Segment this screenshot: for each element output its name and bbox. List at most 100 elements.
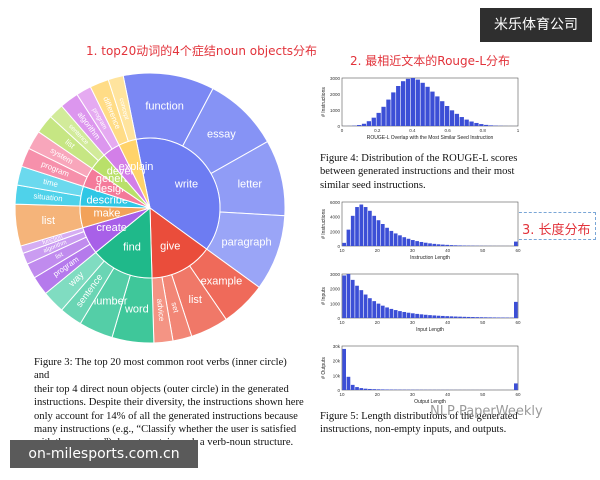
brand-badge: 米乐体育公司 — [480, 8, 592, 42]
histogram-bar — [389, 308, 394, 318]
caption-line: Figure 5: Length distributions of the ge… — [320, 411, 518, 422]
inner-ring-label: find — [123, 241, 141, 253]
outer-ring-label: word — [124, 304, 149, 316]
histogram-bar — [453, 245, 458, 246]
histogram-bar — [479, 124, 484, 126]
x-tick-label: 40 — [445, 320, 451, 325]
histogram-bar — [350, 279, 355, 318]
caption-line: instructions. Despite their diversity, t… — [34, 397, 304, 409]
histogram-bar — [372, 301, 377, 318]
histogram-bar — [440, 101, 445, 126]
outer-ring-label: situation — [33, 191, 63, 203]
histogram-bar — [410, 240, 415, 246]
histogram-bar — [380, 305, 385, 318]
y-tick-label: 4000 — [330, 215, 341, 220]
input-length-histogram: 0 1000 2000 3000 10 20 30 40 50 60 Input Length # I… — [321, 272, 521, 333]
x-axis-label: Input Length — [416, 327, 444, 333]
histogram-bar — [356, 125, 362, 126]
histogram-bar — [386, 99, 391, 126]
y-tick-label: 1000 — [330, 301, 341, 306]
x-tick-label: 30 — [410, 392, 416, 397]
inner-ring-segment — [95, 206, 153, 279]
annotation-2: 2. 最相近文本的Rouge-L分布 — [350, 54, 511, 68]
histogram-bar — [462, 316, 467, 318]
histogram-bar — [342, 275, 346, 318]
histogram-bar — [406, 312, 411, 318]
watermark: NLP PaperWeekly — [430, 404, 543, 419]
histogram-bar — [359, 290, 364, 318]
histogram-bar — [398, 235, 402, 246]
y-axis-label: # Outputs — [321, 357, 327, 379]
x-tick-label: 0 — [341, 128, 344, 133]
y-tick-label: 1000 — [330, 108, 341, 113]
histogram-bar — [391, 92, 396, 126]
figure-3-caption: Figure 3: The top 20 most common root ve… — [34, 356, 304, 450]
histogram-bar — [410, 78, 416, 126]
y-tick-label: 2000 — [330, 229, 341, 234]
histogram-bar — [441, 244, 445, 246]
x-tick-label: 0.8 — [480, 128, 487, 133]
histogram-bar — [444, 106, 450, 126]
histogram-bar — [342, 348, 346, 390]
y-tick-label: 3000 — [330, 272, 341, 277]
histogram-bar — [514, 301, 518, 318]
y-tick-label: 0 — [337, 244, 340, 249]
histogram-bar — [363, 207, 368, 246]
x-tick-label: 10 — [339, 392, 345, 397]
histogram-bar — [393, 310, 398, 318]
histogram-bar — [366, 121, 372, 126]
histogram-bar — [346, 229, 351, 246]
histogram-bar — [488, 125, 494, 126]
rouge-histogram: 0 1000 2000 3000 0 0.2 0.4 0.6 0.8 1 ROUGE-L Overl… — [321, 76, 520, 141]
histogram-bar — [415, 241, 419, 246]
histogram-bar — [432, 315, 437, 318]
x-axis-label: Output Length — [414, 399, 446, 405]
histogram-bar — [342, 242, 346, 246]
y-tick-label: 30k — [333, 344, 341, 349]
histogram-bar — [420, 82, 425, 126]
histogram-bar — [453, 316, 458, 318]
annotation-1: 1. top20动词的4个症结noun objects分布 — [86, 44, 318, 58]
sunburst-chart: functionessayletterparagraphexamplelists… — [14, 72, 286, 344]
histogram-bar — [355, 285, 359, 318]
histogram-bar — [419, 241, 424, 246]
histogram-bar — [449, 245, 454, 246]
outer-ring-label: essay — [207, 128, 236, 140]
histogram-bar — [435, 96, 440, 126]
histogram-bar — [423, 314, 428, 318]
x-tick-label: 30 — [410, 248, 416, 253]
histogram-bar — [376, 220, 381, 246]
histogram-bar — [410, 313, 415, 318]
y-axis-label: # Instructions — [321, 209, 327, 239]
histogram-bar — [368, 388, 372, 390]
histogram-bar — [415, 79, 420, 126]
histogram-bar — [475, 317, 480, 318]
histogram-bar — [423, 242, 428, 246]
histogram-bar — [466, 316, 471, 318]
x-tick-label: 60 — [515, 320, 521, 325]
figure-5-caption: Figure 5: Length distributions of the ge… — [320, 410, 530, 437]
x-tick-label: 20 — [375, 392, 381, 397]
y-tick-label: 3000 — [330, 76, 341, 81]
plot-frame — [341, 77, 519, 127]
histogram-bar — [445, 244, 450, 246]
histogram-bar — [479, 317, 484, 318]
histogram-bar — [436, 244, 441, 246]
x-tick-label: 50 — [480, 392, 486, 397]
outer-ring-label: list — [54, 251, 64, 261]
histogram-bar — [350, 215, 355, 246]
caption-line: only account for 14% of all the generate… — [34, 410, 298, 422]
annotation-3: 3. 长度分布 — [522, 223, 591, 238]
site-url[interactable]: on-milesports.com.cn — [10, 440, 198, 468]
x-tick-label: 20 — [375, 248, 381, 253]
x-tick-label: 60 — [515, 248, 521, 253]
histogram-bar — [425, 86, 430, 126]
x-tick-label: 50 — [480, 320, 486, 325]
x-tick-label: 0.2 — [374, 128, 381, 133]
instruction-length-histogram: 0 2000 4000 6000 10 20 30 40 50 60 Instruction Len… — [321, 200, 521, 261]
caption-line: between generated instructions and their… — [320, 166, 515, 178]
histogram-bar — [483, 317, 488, 318]
histogram-bar — [458, 245, 462, 246]
inner-ring-segment — [118, 138, 151, 209]
histogram-bar — [376, 303, 381, 318]
